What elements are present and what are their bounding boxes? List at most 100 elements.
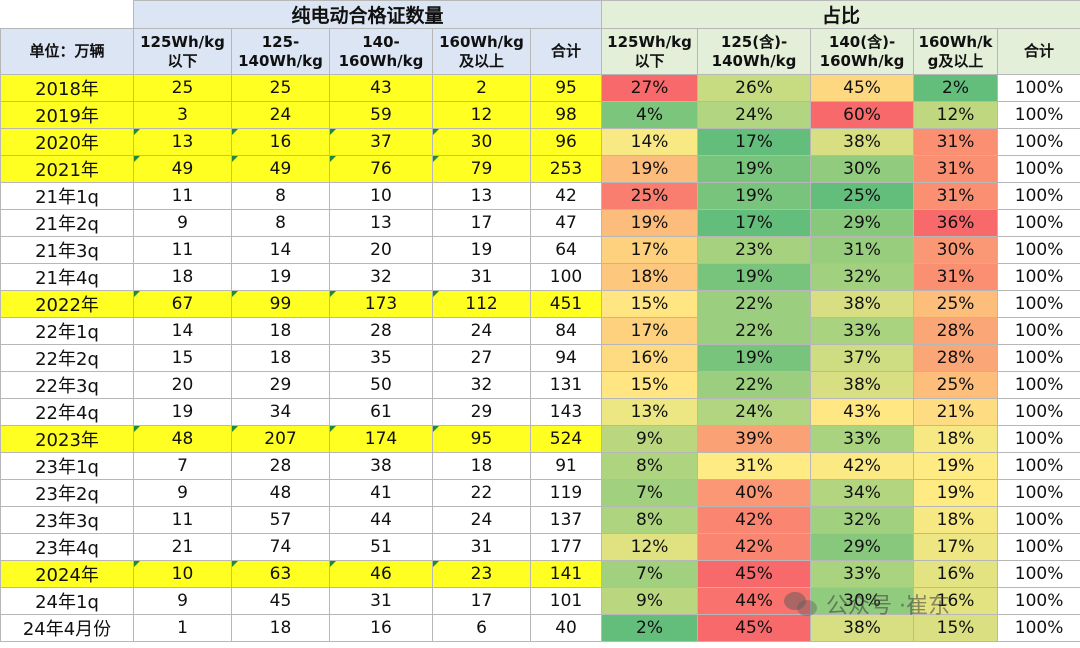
row-label: 22年2q bbox=[0, 344, 134, 372]
count-cell: 27 bbox=[432, 344, 531, 372]
share-cell: 25% bbox=[601, 182, 699, 210]
share-cell: 19% bbox=[697, 182, 812, 210]
row-label: 23年4q bbox=[0, 533, 134, 561]
table-row: 2022年 67 99 173 112 451 15% 22% 38% 25% 100% bbox=[0, 290, 1080, 318]
count-cell: 49 bbox=[231, 155, 330, 183]
row-label: 22年1q bbox=[0, 317, 134, 345]
share-cell: 19% bbox=[913, 452, 999, 480]
count-cell: 101 bbox=[529, 587, 603, 615]
share-cell: 44% bbox=[697, 587, 812, 615]
share-cell: 31% bbox=[810, 236, 915, 264]
count-column-header: 160Wh/kg 及以上 bbox=[432, 28, 531, 75]
share-cell: 19% bbox=[697, 263, 812, 291]
count-cell: 137 bbox=[529, 506, 603, 534]
share-cell: 23% bbox=[697, 236, 812, 264]
share-cell: 100% bbox=[997, 209, 1080, 237]
share-cell: 28% bbox=[913, 344, 999, 372]
share-cell: 18% bbox=[601, 263, 699, 291]
row-label: 2023年 bbox=[0, 425, 134, 453]
count-cell: 48 bbox=[231, 479, 330, 507]
share-cell: 18% bbox=[913, 506, 999, 534]
count-cell: 28 bbox=[329, 317, 433, 345]
count-cell: 32 bbox=[329, 263, 433, 291]
share-column-header: 合计 bbox=[997, 28, 1080, 75]
count-cell: 40 bbox=[529, 614, 603, 642]
count-cell: 15 bbox=[133, 344, 232, 372]
share-cell: 22% bbox=[697, 371, 812, 399]
count-cell: 3 bbox=[133, 101, 232, 129]
count-cell: 76 bbox=[329, 155, 433, 183]
count-cell: 21 bbox=[133, 533, 232, 561]
row-label: 21年2q bbox=[0, 209, 134, 237]
share-cell: 15% bbox=[913, 614, 999, 642]
share-cell: 38% bbox=[810, 128, 915, 156]
count-cell: 20 bbox=[133, 371, 232, 399]
count-cell: 16 bbox=[231, 128, 330, 156]
share-cell: 4% bbox=[601, 101, 699, 129]
share-cell: 100% bbox=[997, 128, 1080, 156]
count-cell: 8 bbox=[231, 182, 330, 210]
share-cell: 31% bbox=[913, 155, 999, 183]
count-cell: 141 bbox=[529, 560, 603, 588]
share-cell: 8% bbox=[601, 452, 699, 480]
row-label: 21年4q bbox=[0, 263, 134, 291]
share-cell: 2% bbox=[601, 614, 699, 642]
count-cell: 25 bbox=[133, 74, 232, 102]
count-cell: 11 bbox=[133, 182, 232, 210]
row-label: 22年3q bbox=[0, 371, 134, 399]
share-cell: 22% bbox=[697, 290, 812, 318]
share-cell: 100% bbox=[997, 263, 1080, 291]
count-cell: 98 bbox=[529, 101, 603, 129]
share-cell: 31% bbox=[913, 128, 999, 156]
count-cell: 74 bbox=[231, 533, 330, 561]
column-header-row: 单位：万辆 125Wh/kg 以下 125- 140Wh/kg 140- 160Wh… bbox=[0, 28, 1080, 75]
count-cell: 19 bbox=[133, 398, 232, 426]
count-cell: 96 bbox=[529, 128, 603, 156]
count-cell: 9 bbox=[133, 587, 232, 615]
share-cell: 26% bbox=[697, 74, 812, 102]
share-cell: 33% bbox=[810, 560, 915, 588]
row-label: 2021年 bbox=[0, 155, 134, 183]
count-cell: 112 bbox=[432, 290, 531, 318]
share-cell: 45% bbox=[697, 614, 812, 642]
share-cell: 32% bbox=[810, 506, 915, 534]
count-cell: 174 bbox=[329, 425, 433, 453]
share-cell: 24% bbox=[697, 398, 812, 426]
share-cell: 30% bbox=[913, 236, 999, 264]
shares-group-header: 占比 bbox=[601, 0, 1080, 29]
share-cell: 24% bbox=[697, 101, 812, 129]
share-cell: 9% bbox=[601, 587, 699, 615]
count-cell: 18 bbox=[231, 344, 330, 372]
share-cell: 42% bbox=[810, 452, 915, 480]
count-cell: 84 bbox=[529, 317, 603, 345]
share-cell: 45% bbox=[810, 74, 915, 102]
count-cell: 131 bbox=[529, 371, 603, 399]
count-cell: 50 bbox=[329, 371, 433, 399]
share-cell: 100% bbox=[997, 614, 1080, 642]
share-cell: 100% bbox=[997, 182, 1080, 210]
count-cell: 451 bbox=[529, 290, 603, 318]
count-cell: 91 bbox=[529, 452, 603, 480]
count-cell: 524 bbox=[529, 425, 603, 453]
count-cell: 7 bbox=[133, 452, 232, 480]
share-cell: 45% bbox=[697, 560, 812, 588]
share-cell: 8% bbox=[601, 506, 699, 534]
count-cell: 24 bbox=[231, 101, 330, 129]
share-cell: 36% bbox=[913, 209, 999, 237]
table-row: 22年1q 14 18 28 24 84 17% 22% 33% 28% 100% bbox=[0, 317, 1080, 345]
count-cell: 13 bbox=[432, 182, 531, 210]
share-cell: 100% bbox=[997, 398, 1080, 426]
count-cell: 64 bbox=[529, 236, 603, 264]
count-cell: 29 bbox=[231, 371, 330, 399]
row-label: 23年1q bbox=[0, 452, 134, 480]
share-cell: 19% bbox=[697, 344, 812, 372]
count-cell: 94 bbox=[529, 344, 603, 372]
count-cell: 79 bbox=[432, 155, 531, 183]
share-cell: 16% bbox=[601, 344, 699, 372]
count-cell: 63 bbox=[231, 560, 330, 588]
share-cell: 100% bbox=[997, 155, 1080, 183]
count-cell: 14 bbox=[231, 236, 330, 264]
share-cell: 32% bbox=[810, 263, 915, 291]
count-cell: 18 bbox=[231, 614, 330, 642]
share-cell: 14% bbox=[601, 128, 699, 156]
